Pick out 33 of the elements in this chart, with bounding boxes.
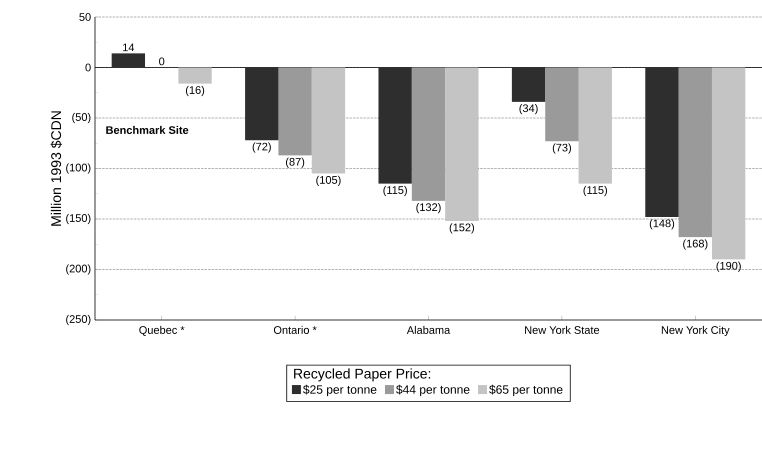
legend-label: $65 per tonne [489, 384, 563, 396]
y-tick-label: (150) [66, 214, 90, 224]
x-tick-label: Alabama [406, 326, 450, 334]
legend-label: $25 per tonne [303, 384, 376, 396]
x-tick-label: Ontario * [274, 326, 317, 334]
x-tick-label: New York City [662, 326, 730, 336]
y-axis-title: Million 1993 $CDN [50, 111, 62, 226]
data-label: (73) [552, 143, 571, 154]
data-label: (190) [716, 262, 741, 272]
data-label: (115) [584, 186, 607, 196]
y-tick-label: 0 [85, 64, 91, 72]
data-label: (152) [450, 223, 474, 234]
y-tick-label: 50 [79, 13, 91, 21]
data-label: (72) [252, 142, 271, 153]
x-tick-label: New York State [525, 326, 600, 334]
y-tick-label: (200) [66, 264, 90, 275]
data-label: (34) [519, 104, 538, 114]
y-tick-label: (250) [66, 314, 90, 326]
y-tick-label: (50) [72, 112, 90, 124]
x-tick-label: Quebec * [139, 326, 184, 336]
data-label: 0 [159, 58, 164, 66]
data-label: (168) [683, 239, 708, 250]
data-label: (16) [186, 86, 204, 96]
legend-label: $44 per tonne [396, 384, 470, 396]
data-label: (132) [416, 203, 441, 214]
y-tick-label: (100) [66, 163, 90, 174]
data-label: 14 [123, 44, 134, 52]
data-label: (105) [316, 176, 341, 186]
legend-title: Recycled Paper Price: [294, 368, 430, 382]
data-label: (87) [286, 158, 304, 168]
data-label: (148) [650, 219, 674, 230]
data-label: (115) [383, 186, 407, 196]
annotation: Benchmark Site [106, 126, 188, 134]
